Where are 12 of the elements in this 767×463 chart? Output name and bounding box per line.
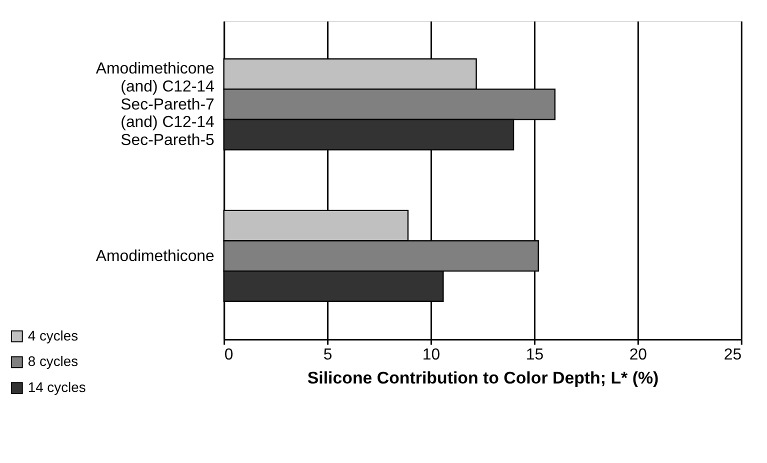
x-tick-label: 5 — [323, 346, 332, 364]
legend-label: 8 cycles — [28, 353, 78, 370]
x-tick-label: 20 — [629, 346, 648, 364]
x-tick-label: 25 — [724, 346, 742, 364]
y-tick-label: Amodimethicone — [96, 248, 215, 265]
x-tick-label: 0 — [224, 346, 234, 364]
y-tick-label: Amodimethicone (and) C12-14 Sec-Pareth-7 (and) C12-14 Sec-Pareth-5 — [96, 60, 215, 150]
x-tick-label: 10 — [422, 346, 440, 364]
x-axis-title: Silicone Contribution to Color Depth; L* (%) — [307, 368, 659, 388]
x-tick-label: 15 — [526, 346, 544, 364]
legend-label: 14 cycles — [28, 379, 86, 396]
legend-label: 4 cycles — [28, 327, 78, 344]
